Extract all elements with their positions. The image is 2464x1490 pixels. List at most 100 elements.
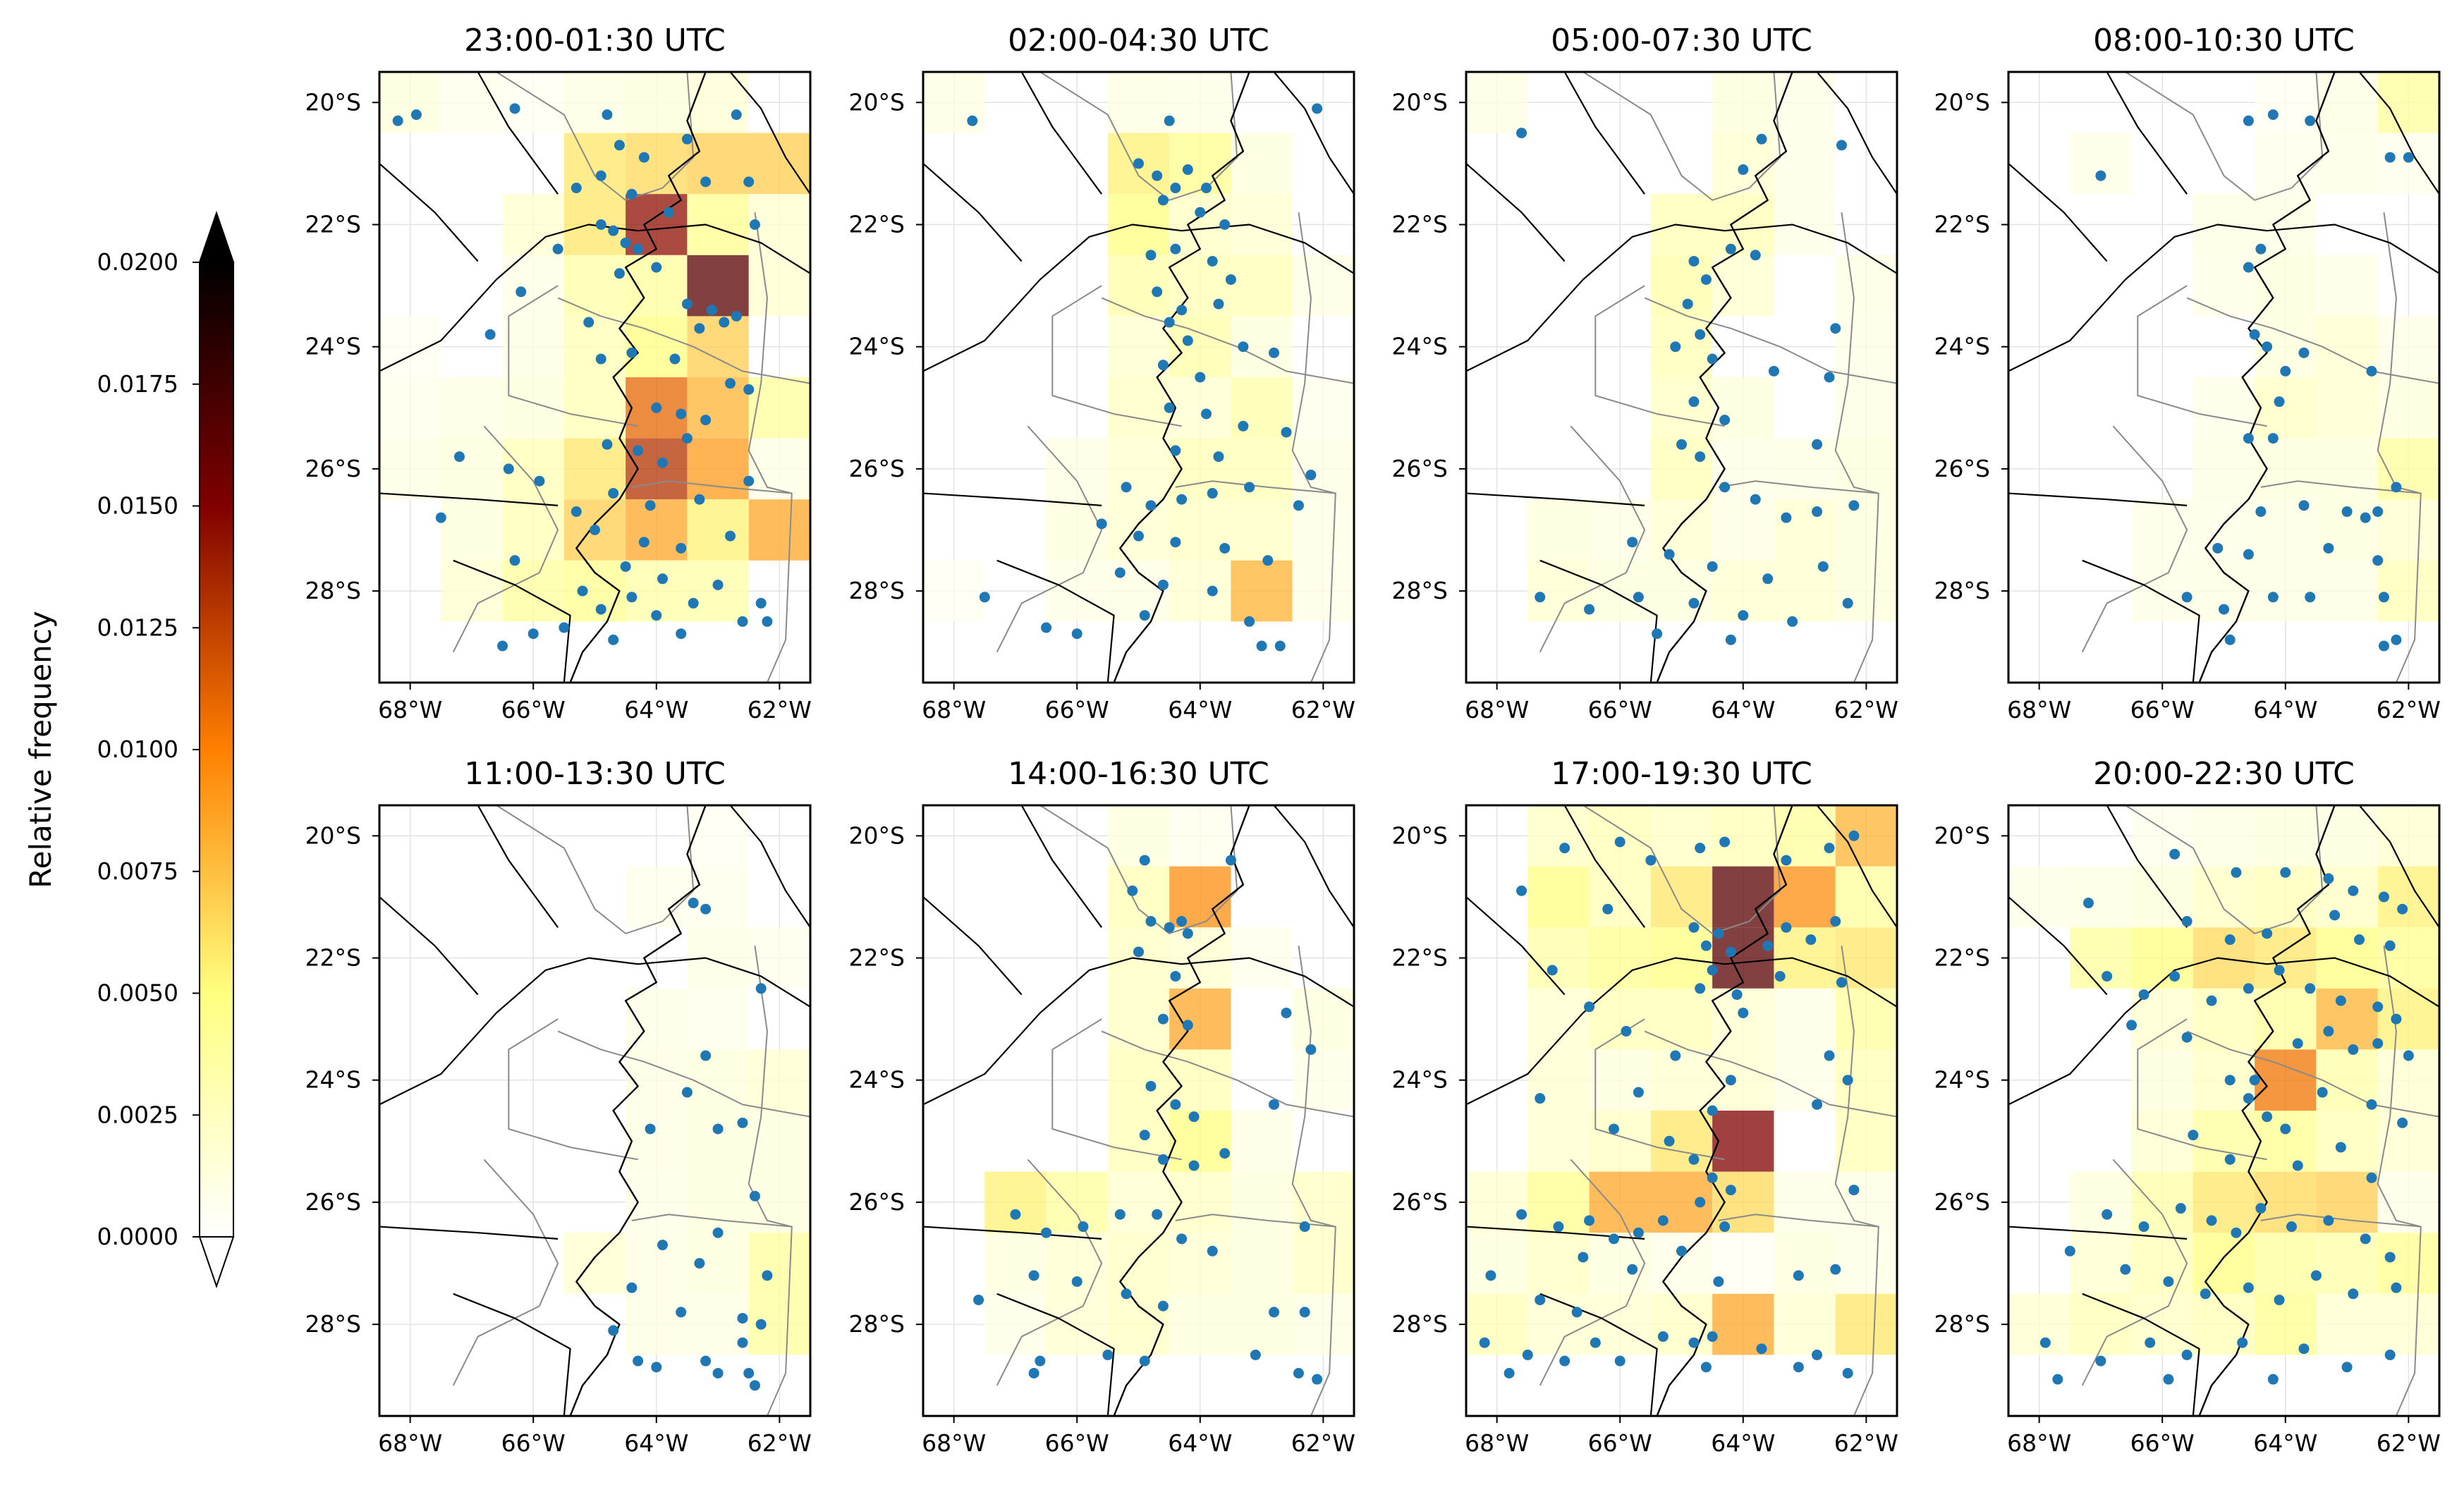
- scatter-point: [633, 1355, 644, 1367]
- scatter-point: [2267, 109, 2279, 121]
- y-tick-label: 22°S: [849, 944, 905, 972]
- heatmap-cell: [1466, 1171, 1528, 1233]
- scatter-point: [1145, 500, 1157, 511]
- scatter-point: [2372, 1038, 2384, 1049]
- scatter-point: [2274, 965, 2285, 976]
- admin-boundary-line: [748, 212, 793, 683]
- x-tick-label: 62°W: [748, 696, 812, 723]
- scatter-point: [2372, 506, 2384, 518]
- country-border-line: [1563, 805, 1646, 928]
- scatter-point: [2305, 592, 2316, 603]
- scatter-point: [725, 378, 736, 389]
- scatter-point: [608, 1325, 619, 1336]
- heatmap-cell: [1169, 805, 1231, 867]
- scatter-point: [676, 408, 687, 420]
- panel-frame: [922, 71, 1355, 684]
- heatmap-cell: [1231, 499, 1293, 561]
- heatmap-cell: [2316, 377, 2378, 439]
- scatter-point: [602, 109, 613, 121]
- panel-frame: [922, 804, 1355, 1417]
- admin-boundary-line: [1644, 297, 1897, 384]
- scatter-point: [1139, 855, 1150, 866]
- scatter-point: [657, 457, 669, 468]
- scatter-point: [2384, 1349, 2396, 1360]
- scatter-point: [737, 1117, 748, 1128]
- scatter-point: [614, 140, 625, 151]
- scatter-point: [1182, 1020, 1193, 1031]
- country-border-line: [477, 805, 559, 928]
- scatter-point: [1695, 329, 1706, 340]
- x-tick-label: 62°W: [748, 1429, 812, 1457]
- scatter-point: [1842, 1367, 1853, 1379]
- heatmap-cell: [2316, 72, 2378, 133]
- scatter-point: [1219, 219, 1231, 230]
- x-tick-label: 62°W: [1834, 696, 1898, 723]
- country-border-line: [379, 896, 479, 996]
- scatter-point: [595, 604, 606, 615]
- panel-frame: [1465, 71, 1898, 684]
- y-tick-label: 20°S: [1392, 822, 1448, 849]
- heatmap-cell: [1835, 866, 1897, 928]
- scatter-point: [602, 439, 613, 450]
- admin-boundary-line: [1644, 1030, 1897, 1118]
- heatmap-cell: [1589, 1111, 1651, 1172]
- scatter-point: [2262, 928, 2273, 939]
- scatter-point: [1152, 286, 1163, 298]
- heatmap-cell: [748, 1049, 810, 1111]
- scatter-point: [2249, 1075, 2260, 1086]
- scatter-point: [2360, 1233, 2371, 1245]
- scatter-point: [1695, 1197, 1706, 1208]
- scatter-point: [1787, 616, 1798, 627]
- y-tick-label: 24°S: [1934, 333, 1990, 360]
- scatter-point: [700, 1050, 712, 1061]
- coastline: [1113, 72, 1250, 683]
- scatter-point: [676, 542, 687, 554]
- scatter-point: [2224, 1075, 2236, 1086]
- x-tick-label: 66°W: [501, 1429, 566, 1457]
- scatter-point: [1176, 494, 1188, 505]
- heatmap-cell: [1774, 866, 1836, 928]
- scatter-point: [583, 317, 594, 328]
- scatter-point: [2175, 1203, 2186, 1214]
- scatter-point: [1145, 1080, 1157, 1092]
- country-border-line: [453, 1293, 571, 1416]
- scatter-point: [1238, 341, 1249, 353]
- scatter-point: [2274, 396, 2285, 408]
- y-tick-label: 26°S: [305, 455, 361, 482]
- admin-boundary-line: [1834, 212, 1879, 683]
- scatter-point: [2298, 500, 2310, 511]
- scatter-point: [2391, 634, 2402, 645]
- heatmap-cell: [748, 438, 810, 500]
- scatter-point: [1219, 1148, 1231, 1159]
- scatter-point: [509, 103, 520, 114]
- heatmap-cell: [2192, 438, 2255, 500]
- scatter-point: [2243, 549, 2254, 560]
- scatter-point: [1213, 298, 1224, 310]
- scatter-point: [1633, 592, 1644, 603]
- scatter-point: [2163, 1276, 2174, 1287]
- scatter-point: [1145, 250, 1157, 261]
- heatmap-cell: [2316, 1293, 2378, 1355]
- heatmap-cell: [1107, 72, 1170, 133]
- scatter-point: [688, 597, 699, 609]
- x-tick-label: 68°W: [922, 1429, 986, 1457]
- scatter-point: [2138, 1221, 2149, 1233]
- scatter-point: [1608, 1233, 1619, 1245]
- scatter-point: [1657, 1331, 1669, 1342]
- y-tick-label: 20°S: [305, 88, 361, 116]
- scatter-point: [1164, 115, 1175, 126]
- scatter-point: [1244, 616, 1255, 627]
- scatter-point: [2082, 898, 2094, 909]
- heatmap-cell: [1835, 438, 1897, 500]
- heatmap-cell: [2316, 1049, 2378, 1111]
- country-border-line: [379, 1226, 559, 1240]
- scatter-point: [2267, 433, 2279, 444]
- scatter-point: [1274, 640, 1286, 652]
- scatter-point: [1571, 1307, 1582, 1318]
- scatter-point: [638, 152, 649, 163]
- heatmap-cell: [687, 438, 749, 500]
- scatter-point: [1293, 500, 1304, 511]
- scatter-point: [1584, 1001, 1595, 1013]
- scatter-point: [1725, 946, 1736, 958]
- heatmap-cell: [2131, 1049, 2193, 1111]
